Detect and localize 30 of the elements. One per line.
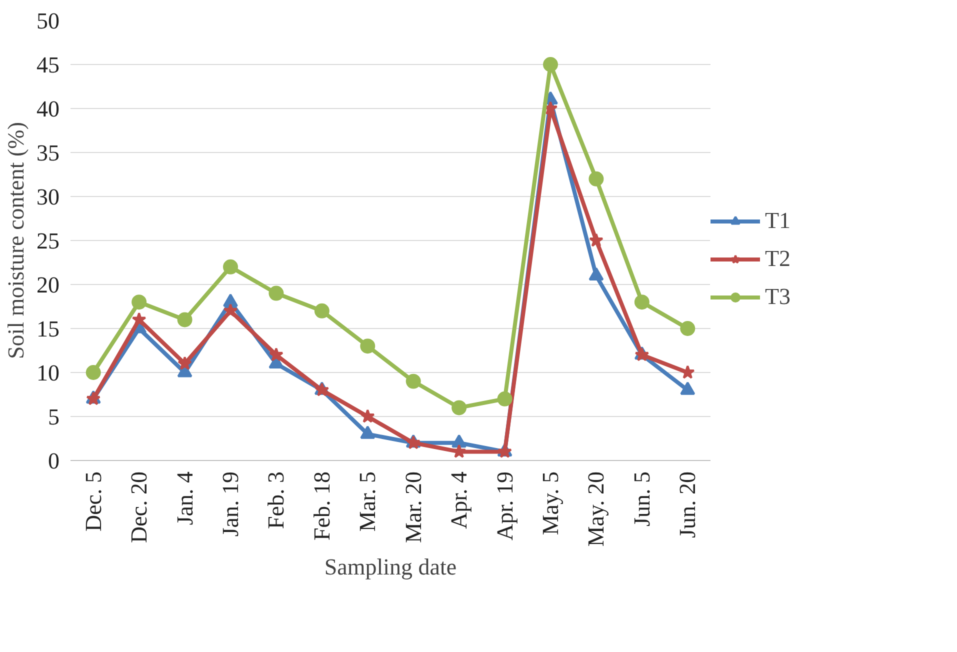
x-tick-label: May. 20 <box>584 471 609 547</box>
x-tick-label: Dec. 20 <box>126 471 152 544</box>
x-tick-label: Jan. 19 <box>218 471 243 537</box>
y-tick-label: 30 <box>36 184 60 210</box>
x-tick-label: Dec. 5 <box>80 471 106 532</box>
y-tick-label: 40 <box>36 96 60 122</box>
x-tick-label: Apr. 4 <box>446 471 472 529</box>
legend-label: T2 <box>765 246 791 272</box>
y-tick-label: 10 <box>36 360 60 386</box>
x-tick-label: May. 5 <box>538 471 563 536</box>
y-tick-label: 5 <box>48 404 60 430</box>
y-tick-label: 45 <box>36 52 60 78</box>
x-axis-title: Sampling date <box>324 554 457 580</box>
x-tick-label: Feb. 3 <box>264 472 289 529</box>
y-axis-title: Soil moisture content (%) <box>4 122 28 359</box>
legend-label: T3 <box>765 284 791 310</box>
x-tick-label: Jun. 5 <box>629 472 654 526</box>
x-tick-label: Mar. 20 <box>400 471 426 544</box>
x-tick-label: Jun. 20 <box>675 471 700 538</box>
x-tick-label: Apr. 19 <box>492 472 518 540</box>
x-tick-label: Jan. 4 <box>172 471 198 526</box>
y-tick-label: 15 <box>36 316 60 342</box>
y-tick-label: 25 <box>36 228 60 254</box>
legend-label: T1 <box>765 208 791 234</box>
y-tick-label: 20 <box>36 272 60 298</box>
y-tick-label: 0 <box>48 448 60 474</box>
y-tick-label: 35 <box>36 140 60 166</box>
x-tick-label: Mar. 5 <box>355 471 380 532</box>
x-tick-label: Feb. 18 <box>309 472 334 540</box>
y-tick-label: 50 <box>36 8 60 34</box>
